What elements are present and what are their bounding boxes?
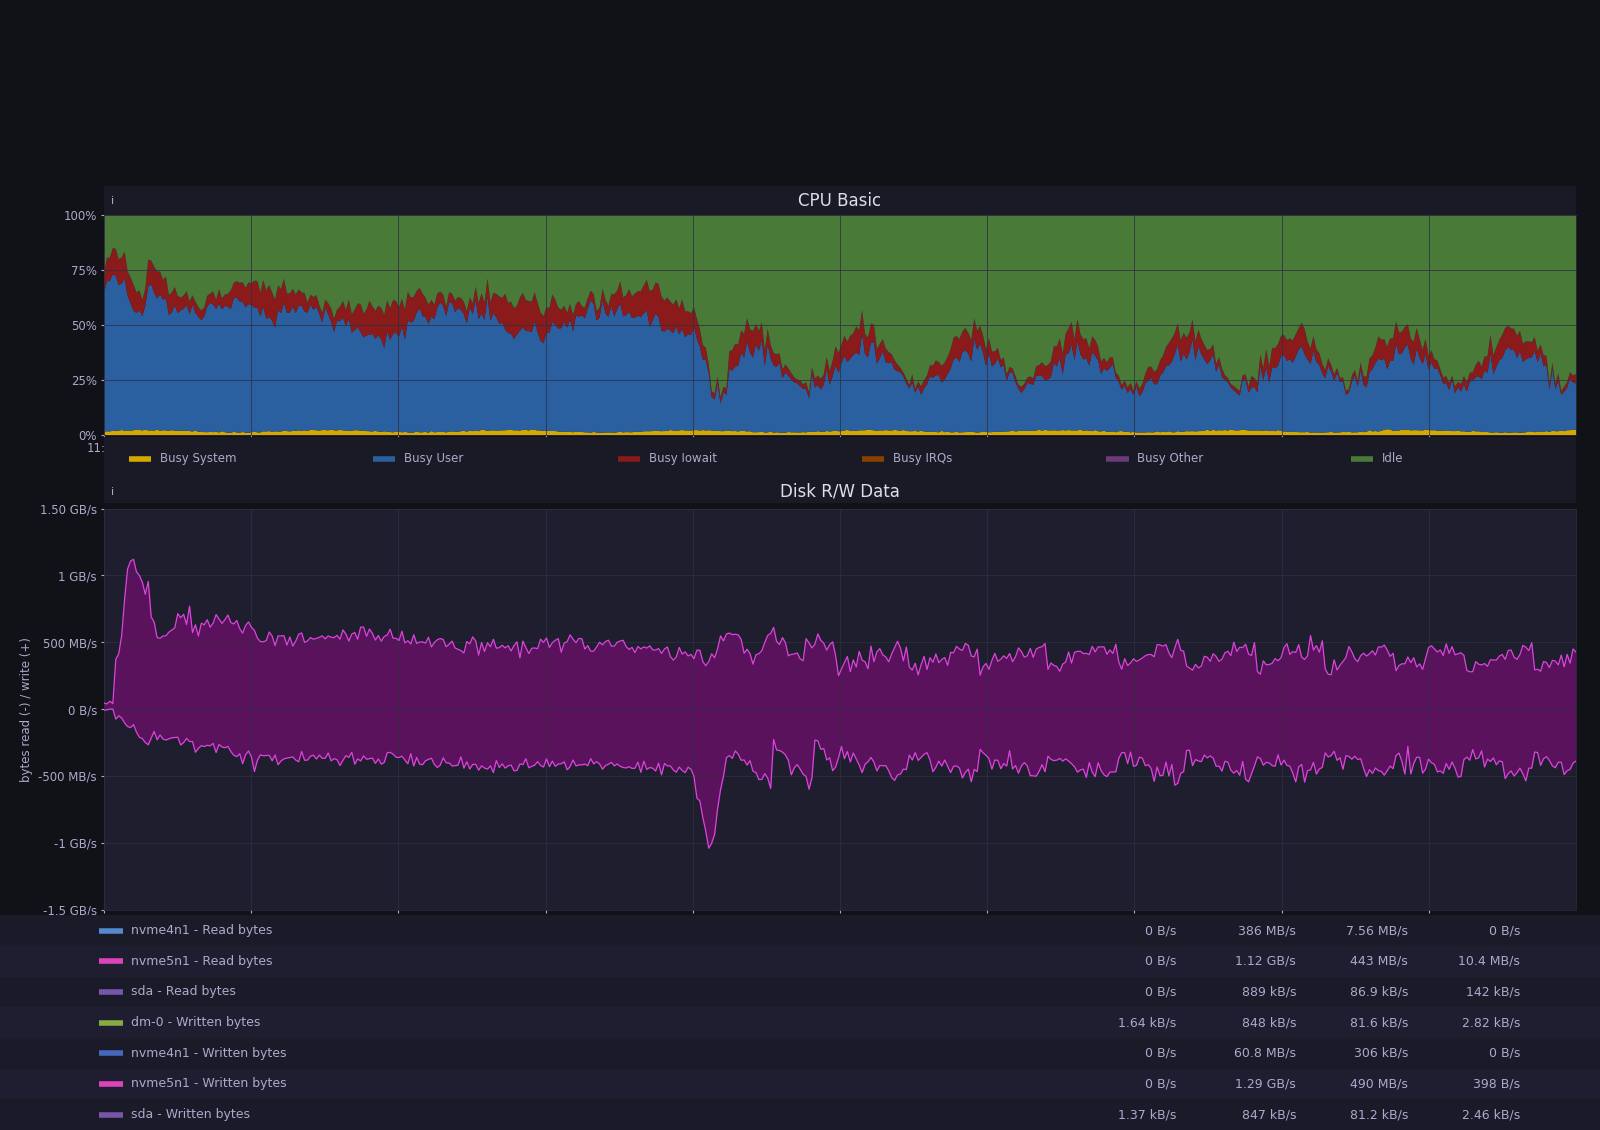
Y-axis label: bytes read (-) / write (+): bytes read (-) / write (+)	[19, 636, 34, 782]
Text: 86.9 kB/s: 86.9 kB/s	[1350, 985, 1408, 999]
Text: Idle: Idle	[1382, 452, 1403, 466]
Text: 443 MB/s: 443 MB/s	[1350, 955, 1408, 967]
Text: Busy User: Busy User	[405, 452, 464, 466]
Text: 1.64 kB/s: 1.64 kB/s	[1118, 1016, 1176, 1029]
Text: Busy IRQs: Busy IRQs	[893, 452, 952, 466]
Text: 386 MB/s: 386 MB/s	[1238, 924, 1296, 937]
Text: 0 B/s: 0 B/s	[1144, 924, 1176, 937]
Text: 847 kB/s: 847 kB/s	[1242, 1109, 1296, 1121]
Text: 0 B/s: 0 B/s	[1144, 1078, 1176, 1090]
Text: 81.2 kB/s: 81.2 kB/s	[1350, 1109, 1408, 1121]
Text: 1.37 kB/s: 1.37 kB/s	[1118, 1109, 1176, 1121]
Text: Busy Iowait: Busy Iowait	[648, 452, 717, 466]
Text: 848 kB/s: 848 kB/s	[1242, 1016, 1296, 1029]
Text: 7.56 MB/s: 7.56 MB/s	[1346, 924, 1408, 937]
Text: 60.8 MB/s: 60.8 MB/s	[1234, 1046, 1296, 1060]
Text: Disk R/W Data: Disk R/W Data	[781, 483, 899, 501]
Text: dm-0 - Written bytes: dm-0 - Written bytes	[131, 1016, 261, 1029]
Text: 1.12 GB/s: 1.12 GB/s	[1235, 955, 1296, 967]
Text: 0 B/s: 0 B/s	[1144, 985, 1176, 999]
Text: 0 B/s: 0 B/s	[1488, 924, 1520, 937]
Text: 1.29 GB/s: 1.29 GB/s	[1235, 1078, 1296, 1090]
Text: 306 kB/s: 306 kB/s	[1354, 1046, 1408, 1060]
Text: 142 kB/s: 142 kB/s	[1466, 985, 1520, 999]
Text: sda - Read bytes: sda - Read bytes	[131, 985, 237, 999]
Text: 2.82 kB/s: 2.82 kB/s	[1462, 1016, 1520, 1029]
Text: nvme5n1 - Read bytes: nvme5n1 - Read bytes	[131, 955, 272, 967]
Text: 490 MB/s: 490 MB/s	[1350, 1078, 1408, 1090]
Text: 0 B/s: 0 B/s	[1488, 1046, 1520, 1060]
Text: 0 B/s: 0 B/s	[1144, 1046, 1176, 1060]
Text: nvme4n1 - Read bytes: nvme4n1 - Read bytes	[131, 924, 272, 937]
Text: 398 B/s: 398 B/s	[1474, 1078, 1520, 1090]
Text: 889 kB/s: 889 kB/s	[1242, 985, 1296, 999]
Text: Busy Other: Busy Other	[1138, 452, 1203, 466]
Text: CPU Basic: CPU Basic	[798, 192, 882, 209]
Text: sda - Written bytes: sda - Written bytes	[131, 1109, 250, 1121]
Text: 0 B/s: 0 B/s	[1144, 955, 1176, 967]
Text: 81.6 kB/s: 81.6 kB/s	[1350, 1016, 1408, 1029]
Text: 10.4 MB/s: 10.4 MB/s	[1458, 955, 1520, 967]
Text: nvme5n1 - Written bytes: nvme5n1 - Written bytes	[131, 1078, 286, 1090]
Text: i: i	[112, 487, 115, 496]
Text: 2.46 kB/s: 2.46 kB/s	[1462, 1109, 1520, 1121]
Text: nvme4n1 - Written bytes: nvme4n1 - Written bytes	[131, 1046, 286, 1060]
Text: Busy System: Busy System	[160, 452, 237, 466]
Text: i: i	[112, 195, 115, 206]
